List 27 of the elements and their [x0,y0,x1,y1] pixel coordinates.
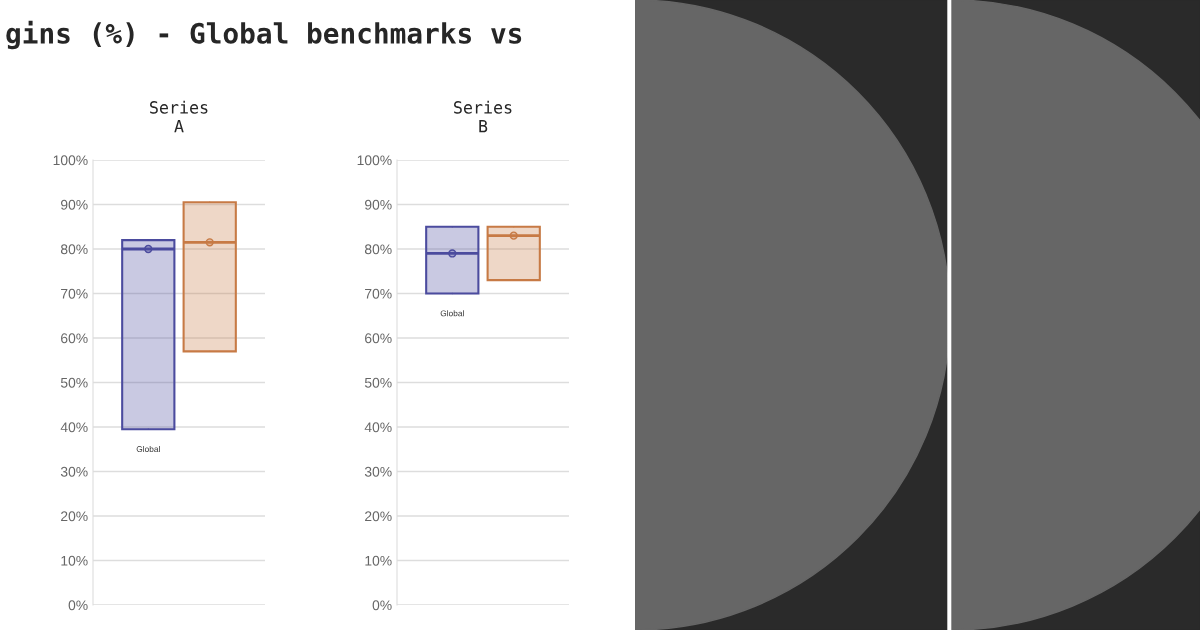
y-tick-label: 100% [53,155,88,166]
y-tick-label: 80% [364,244,392,255]
chart-title: gins (%) - Global benchmarks vs [6,20,522,50]
chart-subtitle: Series A [150,100,208,133]
chart-subtitle: Series B [454,100,512,133]
x-tick-label: Global [136,445,160,453]
y-tick-label: 100% [357,155,392,166]
y-tick-label: 20% [61,511,88,522]
y-tick-label: 70% [61,288,88,299]
y-tick-label: 30% [60,466,88,477]
y-tick-label: 60% [61,333,88,344]
y-tick-label: 50% [60,377,88,388]
y-tick-label: 50% [364,377,392,388]
y-tick-label: 10% [365,555,392,566]
y-tick-label: 40% [364,422,392,433]
y-tick-label: 0% [372,600,392,611]
y-tick-label: 90% [60,199,88,210]
y-tick-label: 60% [365,333,392,344]
y-tick-label: 30% [364,466,392,477]
y-tick-label: 80% [60,244,88,255]
x-tick-label: Global [440,310,464,317]
y-tick-label: 40% [60,422,88,433]
y-tick-label: 10% [61,555,88,566]
y-tick-label: 20% [365,511,392,522]
y-tick-label: 90% [364,199,392,210]
y-tick-label: 0% [68,600,88,611]
y-tick-label: 70% [365,288,392,299]
